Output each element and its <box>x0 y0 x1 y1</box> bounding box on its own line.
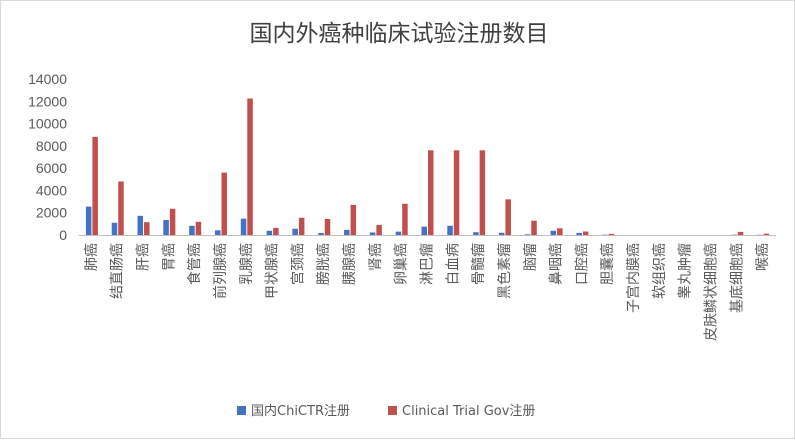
x-tick-label: 脑瘤 <box>522 243 539 271</box>
bar-ctgov-15 <box>480 150 486 235</box>
bar-ctgov-5 <box>221 173 227 235</box>
legend-label-0: 国内ChiCTR注册 <box>251 403 350 419</box>
bar-ctgov-7 <box>273 228 279 235</box>
bar-ctgov-17 <box>531 221 537 235</box>
legend-swatch-1 <box>388 406 397 415</box>
bar-ctgov-26 <box>764 234 770 235</box>
y-tick-label: 4000 <box>36 182 67 198</box>
x-tick-label: 黑色素瘤 <box>496 243 513 299</box>
legend: 国内ChiCTR注册 Clinical Trial Gov注册 <box>237 403 535 419</box>
x-tick-label: 宫颈癌 <box>290 243 306 285</box>
legend-swatch-0 <box>237 406 246 415</box>
bar-ctgov-19 <box>583 232 589 235</box>
bar-chictr-9 <box>318 233 324 235</box>
bar-chictr-15 <box>473 232 479 235</box>
bar-chictr-8 <box>292 229 298 235</box>
x-tick-label: 肺癌 <box>84 243 100 271</box>
bar-chictr-1 <box>112 223 118 235</box>
bar-ctgov-6 <box>247 99 253 236</box>
x-tick-label: 膀胱癌 <box>315 243 332 285</box>
bar-chictr-3 <box>163 220 169 235</box>
bar-ctgov-2 <box>144 222 150 235</box>
x-tick-label: 软组织癌 <box>652 243 668 299</box>
y-tick-label: 14000 <box>28 71 67 87</box>
x-tick-label: 胆囊癌 <box>599 243 616 285</box>
y-tick-label: 6000 <box>36 160 67 176</box>
y-tick-label: 12000 <box>28 93 67 109</box>
x-tick-label: 甲状腺癌 <box>265 243 281 299</box>
chart-title: 国内外癌种临床试验注册数目 <box>250 21 549 47</box>
x-tick-label: 乳腺癌 <box>239 243 255 285</box>
x-tick-label: 胃癌 <box>161 243 177 271</box>
y-tick-label: 0 <box>59 227 67 243</box>
bar-chictr-16 <box>499 233 505 235</box>
bar-chictr-11 <box>370 232 376 235</box>
bars <box>86 99 769 236</box>
x-tick-label: 鼻咽癌 <box>548 243 565 285</box>
y-axis: 0 2000 4000 6000 8000 10000 12000 14000 <box>28 71 67 243</box>
bar-chictr-5 <box>215 230 221 235</box>
bar-chictr-19 <box>576 233 582 235</box>
x-tick-label: 皮肤鳞状细胞癌 <box>703 243 719 341</box>
bar-chictr-2 <box>138 216 144 235</box>
x-tick-label: 结直肠癌 <box>109 243 126 299</box>
y-tick-label: 10000 <box>28 116 67 132</box>
x-tick-label: 骨髓瘤 <box>470 243 487 285</box>
bar-ctgov-0 <box>92 137 98 235</box>
x-tick-label: 子宫内膜癌 <box>626 243 642 313</box>
bar-ctgov-9 <box>325 219 331 235</box>
bar-chictr-17 <box>525 234 531 235</box>
bar-ctgov-8 <box>299 218 305 235</box>
bar-ctgov-12 <box>402 204 408 235</box>
bar-ctgov-3 <box>170 209 176 235</box>
bar-ctgov-4 <box>196 222 202 235</box>
bar-chictr-14 <box>447 226 453 235</box>
bar-ctgov-11 <box>376 225 382 235</box>
bar-ctgov-13 <box>428 150 434 235</box>
bar-chictr-4 <box>189 226 195 235</box>
x-tick-label: 前列腺癌 <box>212 243 229 299</box>
x-tick-label: 肝癌 <box>136 243 152 271</box>
bar-ctgov-10 <box>351 205 357 235</box>
x-tick-label: 卵巢癌 <box>394 243 410 285</box>
bar-ctgov-14 <box>454 150 460 235</box>
bar-ctgov-16 <box>505 199 511 235</box>
bar-ctgov-25 <box>738 232 744 235</box>
x-tick-label: 胰腺癌 <box>342 243 358 285</box>
bar-ctgov-1 <box>118 182 124 235</box>
y-tick-label: 8000 <box>36 138 67 154</box>
x-tick-label: 淋巴瘤 <box>419 243 436 285</box>
x-tick-label: 口腔癌 <box>574 243 590 285</box>
bar-ctgov-18 <box>557 228 563 235</box>
x-tick-label: 白血病 <box>445 243 461 285</box>
bar-chictr-0 <box>86 207 92 235</box>
bar-ctgov-20 <box>609 234 615 235</box>
bar-chictr-10 <box>344 230 350 235</box>
x-tick-label: 肾癌 <box>368 243 384 271</box>
bar-chictr-7 <box>267 231 273 235</box>
x-tick-label: 基底细胞癌 <box>728 243 745 313</box>
legend-label-1: Clinical Trial Gov注册 <box>402 404 535 419</box>
x-tick-label: 睾丸肿瘤 <box>677 243 694 299</box>
bar-chictr-6 <box>241 219 247 235</box>
bar-chictr-12 <box>396 232 402 235</box>
x-axis: 肺癌结直肠癌肝癌胃癌食管癌前列腺癌乳腺癌甲状腺癌宫颈癌膀胱癌胰腺癌肾癌卵巢癌淋巴… <box>79 236 776 342</box>
y-tick-label: 2000 <box>36 205 67 221</box>
bar-chictr-13 <box>422 227 428 235</box>
x-tick-label: 食管癌 <box>186 243 203 285</box>
bar-chictr-18 <box>551 231 557 235</box>
x-tick-label: 喉癌 <box>755 243 771 271</box>
